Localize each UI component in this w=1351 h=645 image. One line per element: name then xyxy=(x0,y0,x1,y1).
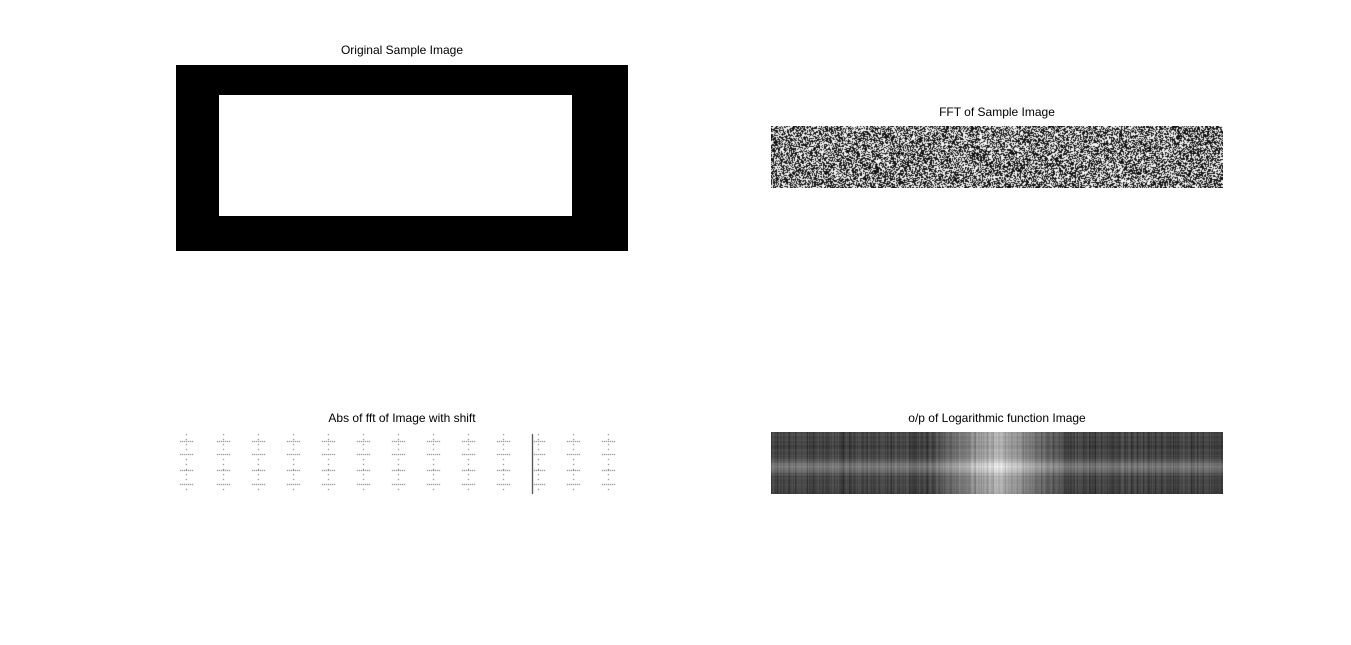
panel-title-abs-shift: Abs of fft of Image with shift xyxy=(328,411,476,425)
log-grid-canvas xyxy=(771,432,1223,494)
panel-title-fft: FFT of Sample Image xyxy=(939,105,1055,119)
abs-fft-shift-image xyxy=(176,432,628,494)
fft-sample-image xyxy=(771,126,1223,188)
fft-noise-canvas xyxy=(771,126,1223,188)
original-image-white-rectangle xyxy=(219,95,572,216)
panel-title-original: Original Sample Image xyxy=(340,43,464,57)
original-sample-image xyxy=(176,65,628,251)
panel-title-log: o/p of Logarithmic function Image xyxy=(908,411,1086,425)
abs-shift-dots-canvas xyxy=(176,432,628,494)
log-function-image xyxy=(771,432,1223,494)
